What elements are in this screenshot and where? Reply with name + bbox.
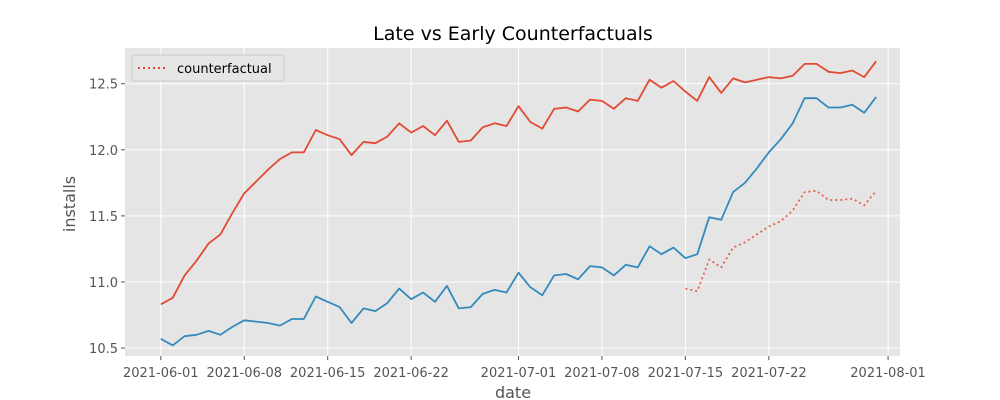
x-tick-label: 2021-07-08 bbox=[564, 366, 640, 381]
y-axis-title: installs bbox=[60, 176, 79, 232]
y-axis-ticks: 10.5 11.0 11.5 12.0 12.5 bbox=[89, 78, 125, 357]
x-tick-label: 2021-07-22 bbox=[731, 366, 807, 381]
legend-box bbox=[131, 54, 285, 82]
x-tick-label: 2021-07-15 bbox=[648, 366, 724, 381]
y-tick-label: 12.5 bbox=[89, 78, 118, 93]
x-tick-label: 2021-06-01 bbox=[123, 366, 199, 381]
x-tick-label: 2021-06-15 bbox=[290, 366, 366, 381]
x-axis-title: date bbox=[495, 383, 531, 400]
series-lines bbox=[160, 60, 877, 347]
y-tick-label: 11.0 bbox=[89, 276, 118, 291]
y-tick-label: 10.5 bbox=[89, 342, 118, 357]
legend: counterfactual bbox=[131, 54, 285, 82]
y-tick-label: 12.0 bbox=[89, 144, 118, 159]
series-line-counterfactual bbox=[685, 189, 877, 293]
x-tick-label: 2021-06-08 bbox=[206, 366, 282, 381]
chart-title: Late vs Early Counterfactuals bbox=[373, 23, 653, 45]
series-line-line-2 bbox=[160, 96, 877, 347]
plot-area bbox=[125, 48, 900, 356]
x-tick-label: 2021-07-01 bbox=[481, 366, 557, 381]
legend-label-counterfactual: counterfactual bbox=[177, 62, 272, 77]
y-tick-label: 11.5 bbox=[89, 210, 118, 225]
x-tick-label: 2021-08-01 bbox=[850, 366, 926, 381]
x-tick-label: 2021-06-22 bbox=[373, 366, 449, 381]
series-line-line-1 bbox=[160, 60, 877, 306]
x-axis-ticks: 2021-06-01 2021-06-08 2021-06-15 2021-06-22… bbox=[123, 356, 926, 381]
